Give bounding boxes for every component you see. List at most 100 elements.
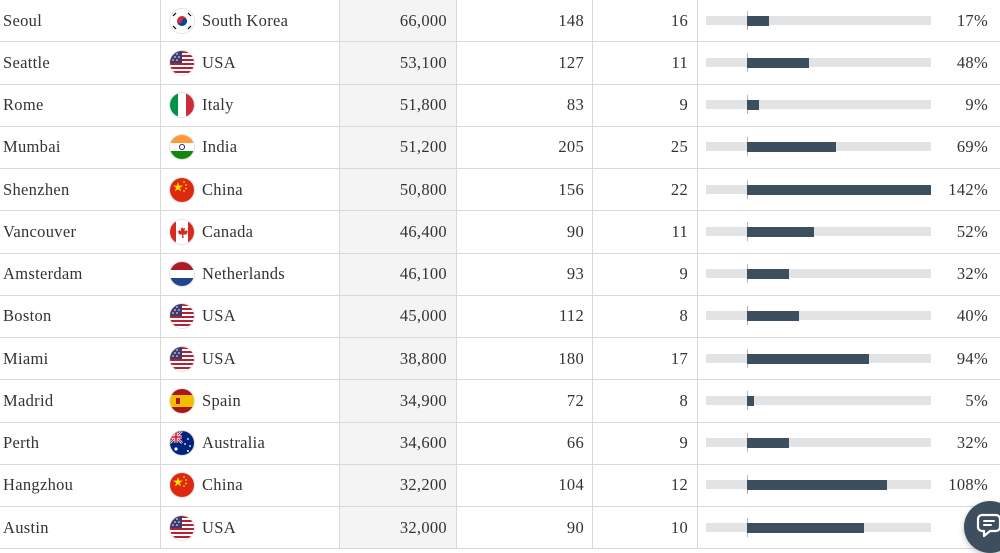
population-value: 45,000 <box>399 306 447 326</box>
percent-label: 108% <box>948 475 988 495</box>
population-cell: 32,200 <box>340 464 457 506</box>
value-a: 93 <box>566 264 584 284</box>
population-cell: 51,800 <box>340 84 457 126</box>
country-name: USA <box>202 517 236 537</box>
country-cell: China <box>161 169 340 211</box>
value-a-cell: 90 <box>457 211 593 253</box>
bar-fill <box>747 311 799 322</box>
value-a-cell: 66 <box>457 422 593 464</box>
value-b: 9 <box>679 264 688 284</box>
bar-track <box>706 57 931 67</box>
chat-button[interactable] <box>964 501 1000 553</box>
value-b-cell: 8 <box>593 380 698 422</box>
bar-fill <box>747 353 869 364</box>
population-value: 50,800 <box>399 179 447 199</box>
population-cell: 45,000 <box>340 295 457 337</box>
value-a-cell: 148 <box>457 0 593 42</box>
value-b: 12 <box>670 475 688 495</box>
value-b-cell: 12 <box>593 464 698 506</box>
city-name: Austin <box>3 517 49 537</box>
value-b-cell: 11 <box>593 42 698 84</box>
country-name: Australia <box>202 433 266 453</box>
country-name: China <box>202 179 243 199</box>
usa-flag-icon <box>170 346 194 371</box>
city-cell: Seoul <box>0 0 161 42</box>
value-a-cell: 72 <box>457 380 593 422</box>
value-a-cell: 127 <box>457 42 593 84</box>
spain-flag-icon <box>170 388 194 413</box>
city-name: Mumbai <box>3 137 61 157</box>
population-value: 51,200 <box>399 137 447 157</box>
value-a-cell: 83 <box>457 84 593 126</box>
table-row: Mumbai India 51,200 205 25 69% <box>0 126 1000 169</box>
table-row: Rome Italy 51,800 83 9 9% <box>0 84 1000 127</box>
value-b: 25 <box>670 137 688 157</box>
canada-flag-icon <box>170 219 194 244</box>
value-b-cell: 8 <box>593 295 698 337</box>
city-name: Amsterdam <box>3 264 83 284</box>
value-b: 16 <box>670 10 688 30</box>
country-name: Spain <box>202 390 242 410</box>
city-cell: Shenzhen <box>0 169 161 211</box>
value-b: 10 <box>670 517 688 537</box>
table-row: Perth Australia 34,600 66 9 32% <box>0 422 1000 465</box>
bar-cell: 142% <box>698 169 1000 210</box>
bar-fill <box>747 57 810 68</box>
value-b: 8 <box>679 390 688 410</box>
value-a-cell: 90 <box>457 507 593 549</box>
bar-fill <box>747 480 887 491</box>
city-cell: Perth <box>0 422 161 464</box>
city-cell: Vancouver <box>0 211 161 253</box>
value-a-cell: 104 <box>457 464 593 506</box>
value-b: 9 <box>679 433 688 453</box>
city-cell: Boston <box>0 295 161 337</box>
bar-cell: 17% <box>698 0 1000 41</box>
value-a: 66 <box>566 433 584 453</box>
value-b-cell: 22 <box>593 169 698 211</box>
city-name: Hangzhou <box>3 475 74 495</box>
city-cell: Miami <box>0 338 161 380</box>
city-cell: Hangzhou <box>0 464 161 506</box>
percent-label: 142% <box>948 179 988 199</box>
country-cell: Italy <box>161 84 340 126</box>
country-cell: India <box>161 126 340 168</box>
country-cell: USA <box>161 295 340 337</box>
bar-fill <box>747 226 815 237</box>
country-cell: USA <box>161 507 340 549</box>
value-a-cell: 205 <box>457 126 593 168</box>
bar-fill <box>747 269 789 280</box>
table-row: Miami USA 38,800 180 17 94% <box>0 338 1000 381</box>
population-cell: 32,000 <box>340 507 457 549</box>
table-row: Shenzhen China 50,800 156 22 142% <box>0 169 1000 212</box>
population-value: 46,100 <box>399 264 447 284</box>
table-row: Hangzhou China 32,200 104 12 108% <box>0 464 1000 507</box>
country-cell: USA <box>161 338 340 380</box>
value-a: 127 <box>558 52 584 72</box>
bar-cell: 32% <box>698 254 1000 295</box>
country-name: USA <box>202 348 236 368</box>
bar-track <box>706 311 931 321</box>
population-value: 66,000 <box>399 10 447 30</box>
population-cell: 50,800 <box>340 169 457 211</box>
value-a-cell: 112 <box>457 295 593 337</box>
usa-flag-icon <box>170 304 194 329</box>
city-name: Seoul <box>3 10 43 30</box>
china-flag-icon <box>170 473 194 498</box>
city-name: Vancouver <box>3 221 77 241</box>
city-cell: Seattle <box>0 42 161 84</box>
value-b: 17 <box>670 348 688 368</box>
china-flag-icon <box>170 177 194 202</box>
bar-cell: 108% <box>698 465 1000 506</box>
population-value: 34,900 <box>399 390 447 410</box>
percent-label: 32% <box>956 264 988 284</box>
value-b: 8 <box>679 306 688 326</box>
bar-cell: 69% <box>698 127 1000 168</box>
table-row: Boston USA 45,000 112 8 40% <box>0 295 1000 338</box>
city-name: Rome <box>3 95 44 115</box>
percent-label: 40% <box>956 306 988 326</box>
table-row: Madrid Spain 34,900 72 8 5% <box>0 380 1000 423</box>
bar-cell: 9% <box>698 85 1000 126</box>
country-name: Netherlands <box>202 264 286 284</box>
bar-fill <box>747 142 837 153</box>
bar-track <box>706 395 931 405</box>
